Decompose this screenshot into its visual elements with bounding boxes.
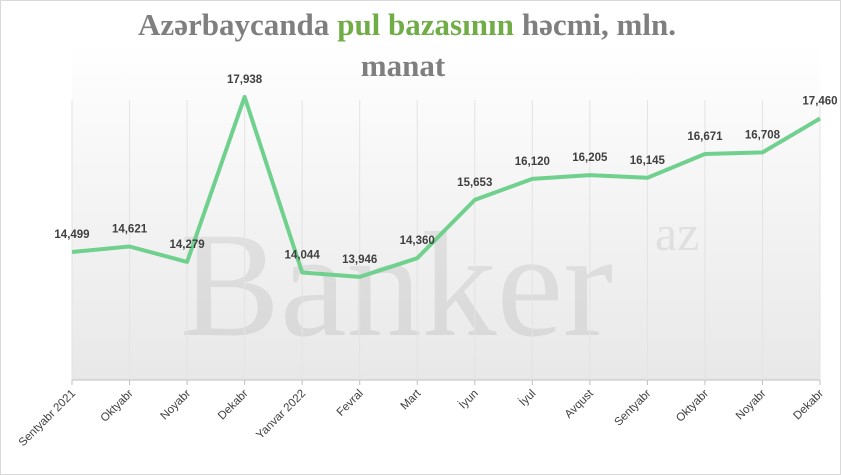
x-tick-label: Mart (399, 387, 424, 412)
x-tick-label: Noyabr (734, 388, 769, 423)
x-tick-label: Sentyabr 2021 (17, 388, 78, 449)
x-tick-label: İyun (456, 387, 481, 412)
data-label: 16,671 (687, 131, 723, 143)
x-tick-label: Yanvar 2022 (254, 388, 308, 442)
x-tick-label: Oktyabr (674, 388, 711, 425)
data-label: 13,946 (342, 254, 377, 266)
watermark-sup: az (655, 205, 699, 261)
x-tick-label: İyul (517, 387, 539, 409)
x-tick-label: Oktyabr (99, 388, 136, 425)
x-tick-label: Sentyabr (612, 388, 653, 429)
data-label: 14,499 (54, 229, 89, 241)
data-label: 17,938 (227, 74, 263, 86)
x-tick-label: Dekabr (216, 388, 251, 423)
watermark: Banker (180, 202, 613, 368)
data-label: 14,044 (285, 249, 321, 261)
data-label: 17,460 (802, 95, 837, 107)
data-label: 15,653 (457, 177, 492, 189)
data-line (71, 94, 822, 279)
data-label: 14,360 (400, 235, 435, 247)
title-part: Azərbaycanda (138, 7, 330, 42)
title-highlight: pul bazasının (337, 7, 514, 42)
x-tick-label: Dekabr (791, 388, 826, 423)
data-label: 16,205 (572, 152, 608, 164)
data-label: 14,279 (169, 239, 204, 251)
x-tick-label: Noyabr (158, 388, 193, 423)
data-label: 14,621 (112, 223, 148, 235)
title-part: həcmi, mln. manat (360, 7, 676, 83)
plot-area (72, 40, 820, 380)
x-tick-label: Fevral (335, 388, 366, 419)
data-label: 16,708 (745, 129, 781, 141)
data-label: 16,120 (515, 156, 550, 168)
x-tick-label: Avqust (563, 387, 597, 421)
chart-title: Azərbaycanda pul bazasının həcmi, mln. man… (90, 4, 720, 86)
data-label: 16,145 (630, 155, 666, 167)
